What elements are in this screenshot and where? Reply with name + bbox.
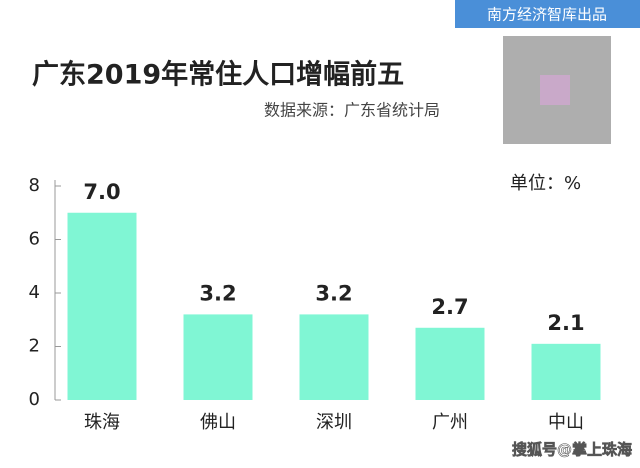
y-tick-label: 8: [29, 175, 40, 196]
brand: 南方经济智库出品: [487, 6, 607, 24]
brand-box: [455, 0, 640, 28]
bar: [531, 343, 601, 400]
y-tick-label: 4: [29, 282, 40, 303]
value-label: 3.2: [199, 281, 236, 305]
bar: [183, 314, 253, 400]
blurred-qr-center: [540, 75, 570, 105]
y-tick-label: 2: [29, 336, 40, 357]
x-tick-label: 佛山: [200, 412, 236, 433]
bar: [415, 327, 485, 400]
bar: [299, 314, 369, 400]
unit-label: 单位：%: [510, 173, 581, 194]
x-tick-label: 珠海: [84, 412, 120, 433]
y-tick-label: 0: [29, 389, 40, 410]
x-tick-label: 中山: [548, 412, 584, 433]
value-label: 3.2: [315, 281, 352, 305]
chart-title: 广东2019年常住人口增幅前五: [32, 59, 404, 91]
value-label: 7.0: [83, 180, 120, 204]
x-tick-label: 深圳: [316, 412, 352, 433]
value-label: 2.1: [547, 311, 584, 335]
y-tick-label: 6: [29, 229, 40, 250]
x-tick-label: 广州: [432, 412, 468, 433]
subtitle: 数据来源：广东省统计局: [264, 101, 440, 120]
value-label: 2.7: [431, 295, 468, 319]
watermark: 搜狐号@掌上珠海: [512, 441, 632, 459]
bar: [67, 212, 137, 400]
